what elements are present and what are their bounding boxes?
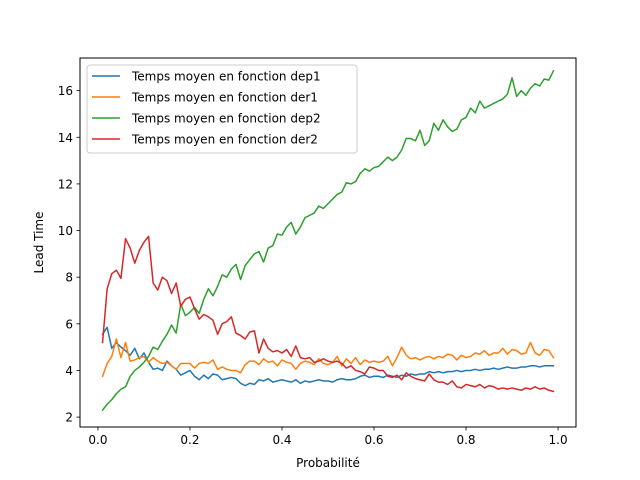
y-tick-label: 2	[65, 411, 73, 425]
y-tick-label: 14	[58, 131, 73, 145]
y-axis-title: Lead Time	[32, 211, 46, 273]
legend-label-4: Temps moyen en fonction der2	[131, 133, 318, 147]
legend: Temps moyen en fonction dep1 Temps moyen …	[86, 64, 358, 154]
x-tick-label: 0.6	[364, 433, 383, 447]
x-tick-label: 0.0	[88, 433, 107, 447]
y-axis: 2 4 6 8 10 12 14 16	[58, 84, 80, 425]
y-tick-label: 6	[65, 317, 73, 331]
y-tick-label: 4	[65, 364, 73, 378]
plot-area	[101, 69, 555, 412]
legend-frame	[86, 64, 358, 154]
legend-label-1: Temps moyen en fonction dep1	[131, 70, 321, 84]
x-tick-label: 1.0	[549, 433, 568, 447]
series-line-1	[101, 326, 555, 387]
x-axis-title: Probabilité	[296, 456, 360, 470]
series-line-3	[101, 69, 555, 412]
legend-label-3: Temps moyen en fonction dep2	[131, 112, 321, 126]
series-line-4	[101, 235, 555, 393]
x-tick-label: 0.2	[180, 433, 199, 447]
series-line-2	[101, 338, 555, 378]
x-axis: 0.0 0.2 0.4 0.6 0.8 1.0	[88, 427, 568, 447]
y-tick-label: 10	[58, 224, 73, 238]
axes-frame	[79, 57, 577, 428]
x-tick-label: 0.4	[272, 433, 291, 447]
y-tick-label: 16	[58, 84, 73, 98]
x-tick-label: 0.8	[456, 433, 475, 447]
y-tick-label: 8	[65, 271, 73, 285]
legend-label-2: Temps moyen en fonction der1	[131, 91, 318, 105]
y-tick-label: 12	[58, 177, 73, 191]
